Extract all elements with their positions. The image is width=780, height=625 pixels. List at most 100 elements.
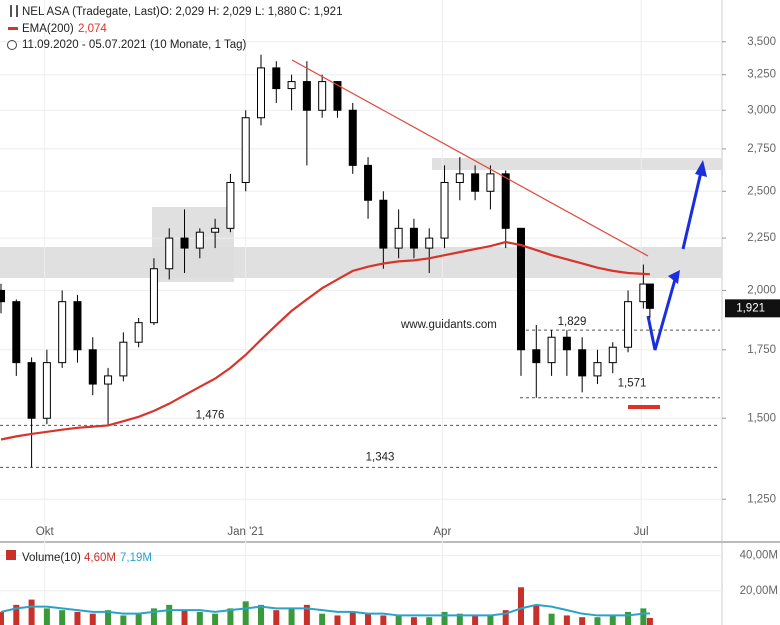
clock-icon bbox=[7, 40, 17, 50]
x-tick-label: Jan '21 bbox=[227, 526, 264, 538]
candle-body bbox=[639, 283, 648, 303]
candle-body bbox=[562, 336, 571, 351]
volume-bar bbox=[120, 615, 127, 625]
candle-body bbox=[42, 362, 51, 419]
volume-bar bbox=[456, 613, 463, 625]
resistance-zone bbox=[432, 158, 722, 170]
volume-title: Volume(10) bbox=[22, 552, 81, 564]
period-label: (10 Monate, 1 Tag) bbox=[150, 39, 246, 51]
icon: ┃┃ bbox=[8, 5, 20, 18]
ohlc-label: O: 2,029 bbox=[160, 6, 204, 18]
arrow-head bbox=[668, 270, 680, 284]
candle-body bbox=[73, 301, 82, 351]
candle-body bbox=[425, 237, 434, 249]
candle-body bbox=[440, 181, 449, 239]
candle-body bbox=[256, 67, 265, 119]
volume-bar bbox=[212, 613, 219, 625]
arrow-head bbox=[695, 160, 707, 177]
volume-bar bbox=[257, 604, 264, 625]
trend-line bbox=[291, 59, 649, 257]
candle-body bbox=[608, 346, 617, 364]
volume-bar bbox=[548, 613, 555, 625]
y-tick-label: 1,500 bbox=[747, 412, 776, 424]
candle-body bbox=[149, 268, 158, 324]
legend-label: EMA(200) bbox=[22, 23, 74, 35]
y-tick-label: 20,00M bbox=[740, 585, 778, 597]
candle-body bbox=[333, 81, 342, 111]
volume-bar bbox=[288, 608, 295, 625]
candle-body bbox=[645, 283, 654, 309]
forecast-arrow bbox=[681, 171, 703, 250]
volume-bar bbox=[242, 601, 249, 625]
range-label: 11.09.2020 - 05.07.2021 bbox=[22, 39, 146, 51]
volume-bar bbox=[533, 604, 540, 625]
candle-body bbox=[27, 362, 36, 419]
volume-bar bbox=[89, 613, 96, 625]
volume-bar bbox=[426, 617, 433, 625]
volume-bar bbox=[625, 611, 632, 625]
volume-bar bbox=[319, 613, 326, 625]
y-tick-label: 1,750 bbox=[747, 344, 776, 356]
volume-bar bbox=[395, 615, 402, 625]
volume-bar bbox=[646, 617, 653, 625]
candle-body bbox=[134, 322, 143, 343]
y-tick-label: 2,500 bbox=[747, 185, 776, 197]
volume-bar bbox=[59, 610, 66, 625]
candle-body bbox=[501, 173, 510, 229]
volume-bar bbox=[150, 608, 157, 625]
consolidation-box bbox=[152, 207, 234, 282]
candle-body bbox=[486, 173, 495, 192]
volume-bar bbox=[273, 610, 280, 625]
candle-body bbox=[180, 237, 189, 249]
level-label: 1,829 bbox=[558, 316, 587, 328]
volume-bar bbox=[166, 604, 173, 625]
legend-swatch bbox=[8, 27, 18, 30]
chart-title: NEL ASA (Tradegate, Last) bbox=[22, 6, 160, 18]
volume-average: 7,19M bbox=[120, 552, 152, 564]
volume-bar bbox=[0, 611, 4, 625]
y-tick-label: 1,250 bbox=[747, 493, 776, 505]
candle-body bbox=[379, 199, 388, 249]
candle-body bbox=[0, 289, 5, 303]
y-tick-label: 2,000 bbox=[747, 284, 776, 296]
last-price-label: 1,921 bbox=[736, 302, 765, 314]
volume-bar bbox=[579, 617, 586, 625]
y-tick-label: 2,250 bbox=[747, 232, 776, 244]
volume-bar bbox=[517, 587, 524, 625]
volume-value: 4,60M bbox=[84, 552, 116, 564]
volume-bar bbox=[487, 615, 494, 625]
candle-body bbox=[409, 227, 418, 249]
candle-body bbox=[532, 349, 541, 364]
volume-bar bbox=[334, 615, 341, 625]
candle-body bbox=[104, 375, 113, 385]
volume-bar bbox=[303, 604, 310, 625]
candle-body bbox=[394, 227, 403, 249]
level-label: 1,476 bbox=[196, 409, 225, 421]
candle-body bbox=[348, 109, 357, 166]
candle-body bbox=[165, 237, 174, 270]
ohlc-label: H: 2,029 bbox=[208, 6, 251, 18]
forecast-arrow bbox=[646, 275, 678, 351]
volume-bar bbox=[43, 608, 50, 625]
y-tick-label: 40,00M bbox=[740, 550, 778, 562]
x-tick-label: Jul bbox=[634, 526, 649, 538]
y-tick-label: 3,000 bbox=[747, 104, 776, 116]
candle-body bbox=[364, 164, 373, 201]
volume-bar bbox=[472, 615, 479, 625]
volume-bar bbox=[349, 611, 356, 625]
y-tick-label: 3,250 bbox=[747, 69, 776, 81]
target-marker bbox=[628, 405, 660, 409]
volume-bar bbox=[105, 610, 112, 625]
candle-body bbox=[516, 227, 525, 351]
volume-bar bbox=[609, 615, 616, 625]
y-tick-label: 3,500 bbox=[747, 36, 776, 48]
volume-bar bbox=[640, 608, 647, 625]
candle-body bbox=[593, 362, 602, 377]
volume-bar bbox=[135, 613, 142, 625]
candle-body bbox=[226, 181, 235, 229]
x-tick-label: Apr bbox=[433, 526, 451, 538]
candle-body bbox=[471, 173, 480, 192]
ohlc-label: L: 1,880 bbox=[255, 6, 297, 18]
